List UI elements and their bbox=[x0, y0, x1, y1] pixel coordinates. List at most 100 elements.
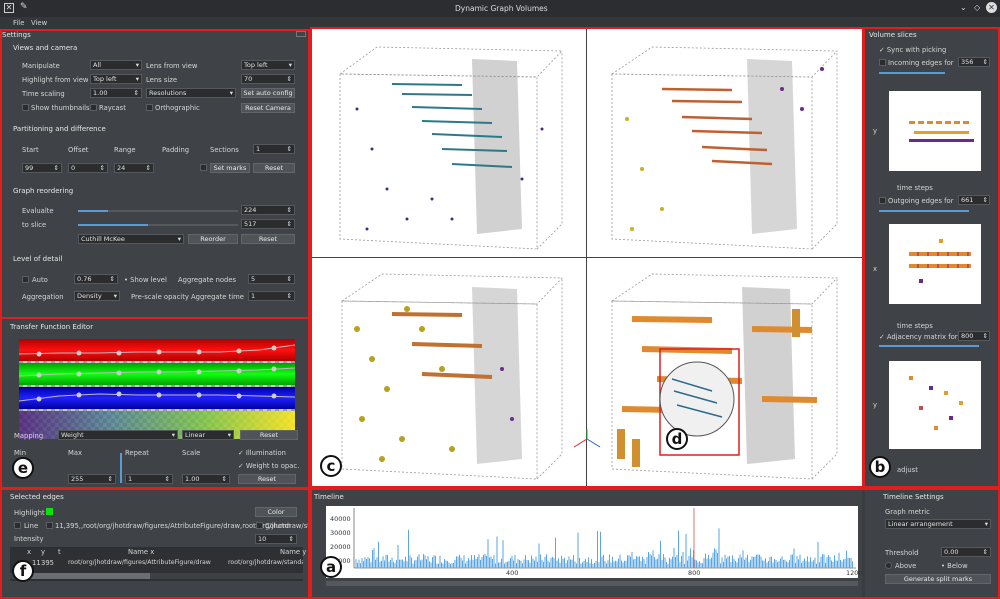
prescale-label: Pre-scale opacity bbox=[131, 293, 189, 301]
selected-edges-panel: Selected edges Highlight Color Line 11,3… bbox=[0, 489, 336, 599]
aggregation-select[interactable]: Density ▾ bbox=[74, 291, 120, 301]
padding-checkbox[interactable] bbox=[200, 164, 207, 171]
color-button[interactable]: Color bbox=[255, 507, 297, 517]
resolutions-select[interactable]: Resolutions ▾ bbox=[146, 88, 236, 98]
mapping-select[interactable]: Weight ▾ bbox=[58, 430, 178, 440]
timeline-bars[interactable] bbox=[326, 506, 858, 578]
incoming-checkbox[interactable] bbox=[879, 59, 886, 66]
scale-spin[interactable]: 1.00 ⇕ bbox=[182, 474, 230, 484]
to-slice-spin[interactable]: 517 ⇕ bbox=[241, 219, 295, 229]
auto-spin[interactable]: 0.76 ⇕ bbox=[74, 274, 118, 284]
lens-from-view-select[interactable]: Top left ▾ bbox=[241, 60, 295, 70]
repeat-spin[interactable]: 1 ⇕ bbox=[125, 474, 173, 484]
dock-buttons-icon[interactable] bbox=[296, 31, 306, 37]
column-checkbox[interactable] bbox=[256, 522, 263, 529]
offset-label: Offset bbox=[68, 146, 89, 154]
adjust-label: adjust bbox=[897, 466, 918, 474]
algorithm-select[interactable]: Cuthill McKee ▾ bbox=[78, 234, 184, 244]
xtick-400: 400 bbox=[506, 569, 519, 577]
window-title: Dynamic Graph Volumes bbox=[455, 4, 548, 13]
aggregation-label: Aggregation bbox=[22, 293, 64, 301]
views-area[interactable] bbox=[312, 29, 862, 486]
volume-views[interactable] bbox=[312, 29, 862, 486]
tf-canvas[interactable] bbox=[19, 339, 295, 439]
sections-spin[interactable]: 1 ⇕ bbox=[253, 144, 295, 154]
box-settings bbox=[0, 29, 310, 319]
time-scaling-spin[interactable]: 1.00 ⇕ bbox=[90, 88, 142, 98]
tf-reset2-button[interactable]: Reset bbox=[238, 474, 296, 484]
graph-metric-label: Graph metric bbox=[885, 508, 930, 516]
row-checkbox[interactable] bbox=[46, 522, 53, 529]
raycast-checkbox[interactable] bbox=[90, 104, 97, 111]
auto-checkbox[interactable] bbox=[22, 276, 29, 283]
close-icon[interactable]: ✕ bbox=[986, 2, 997, 13]
ytick-20000: 20000 bbox=[330, 543, 351, 551]
timeline-title: Timeline bbox=[314, 493, 344, 501]
table-scrollbar[interactable] bbox=[10, 573, 303, 579]
max-label: Max bbox=[68, 449, 83, 457]
intensity-spin[interactable]: 10 ⇕ bbox=[255, 534, 297, 544]
xtick-800: 800 bbox=[688, 569, 701, 577]
highlight-select[interactable]: Top left ▾ bbox=[90, 74, 142, 84]
edges-table[interactable]: x y t Name x Name y 11 395 root/org/jhot… bbox=[10, 547, 306, 581]
scale-type-select[interactable]: Linear ▾ bbox=[182, 430, 234, 440]
tf-reset-button[interactable]: Reset bbox=[240, 430, 298, 440]
above-radio[interactable] bbox=[885, 562, 892, 569]
manipulate-select[interactable]: All ▾ bbox=[90, 60, 142, 70]
partition-reset-button[interactable]: Reset bbox=[253, 163, 295, 173]
maximize-icon[interactable]: ◇ bbox=[974, 3, 981, 12]
menu-file[interactable]: File bbox=[13, 19, 25, 27]
outgoing-matrix[interactable] bbox=[889, 224, 981, 304]
range-label: Range bbox=[114, 146, 136, 154]
reset-camera-button[interactable]: Reset Camera bbox=[241, 103, 295, 113]
incoming-spin[interactable]: 356 ⇕ bbox=[958, 57, 990, 67]
max-spin[interactable]: 255 ⇕ bbox=[68, 474, 116, 484]
repeat-label: Repeat bbox=[125, 449, 149, 457]
app-icon: ✕ bbox=[4, 3, 14, 13]
orthographic-checkbox[interactable] bbox=[146, 104, 153, 111]
reorder-button[interactable]: Reorder bbox=[188, 234, 238, 244]
aggregate-nodes-spin[interactable]: 5 ⇕ bbox=[248, 274, 295, 284]
generate-split-marks-button[interactable]: Generate split marks bbox=[885, 574, 991, 584]
outgoing-checkbox[interactable] bbox=[879, 197, 886, 204]
manipulate-label: Manipulate bbox=[22, 62, 60, 70]
menu-bar: File View bbox=[0, 17, 1000, 29]
reorder-header: Graph reordering bbox=[13, 187, 74, 195]
minimize-icon[interactable]: ⌄ bbox=[960, 3, 967, 12]
start-spin[interactable]: 99 ⇕ bbox=[22, 163, 62, 173]
menu-view[interactable]: View bbox=[31, 19, 48, 27]
timeline-panel: Timeline 40000 30000 20000 10000 400 800… bbox=[312, 489, 863, 599]
tf-range-slider[interactable] bbox=[120, 453, 122, 483]
aggregate-nodes-label: Aggregate nodes bbox=[178, 276, 237, 284]
tf-curves[interactable] bbox=[19, 339, 295, 439]
reorder-reset-button[interactable]: Reset bbox=[241, 234, 295, 244]
show-thumbnails-label: Show thumbnails bbox=[31, 104, 90, 112]
cell-name-x: root/org/jhotdraw/figures/AttributeFigur… bbox=[68, 559, 211, 566]
set-marks-button[interactable]: Set marks bbox=[210, 163, 250, 173]
sync-label: ✓ Sync with picking bbox=[879, 46, 947, 54]
incoming-matrix[interactable] bbox=[889, 91, 981, 171]
range-spin[interactable]: 24 ⇕ bbox=[114, 163, 154, 173]
outgoing-label: Outgoing edges for bbox=[888, 197, 954, 205]
lens-size-spin[interactable]: 70 ⇕ bbox=[241, 74, 295, 84]
metric-select[interactable]: Linear arrangement ▾ bbox=[885, 519, 991, 529]
adjacency-matrix[interactable] bbox=[889, 361, 981, 449]
show-thumbnails-checkbox[interactable] bbox=[22, 104, 29, 111]
timeline-scrollbar[interactable] bbox=[326, 581, 858, 586]
aggregate-time-spin[interactable]: 1 ⇕ bbox=[248, 291, 295, 301]
adjacency-spin[interactable]: 800 ⇕ bbox=[958, 331, 990, 341]
outgoing-spin[interactable]: 661 ⇕ bbox=[958, 195, 990, 205]
set-auto-config-button[interactable]: Set auto config bbox=[241, 88, 295, 98]
row-label: 11,395,,root/org/jhotdraw/figures/Attrib… bbox=[55, 522, 337, 530]
line-checkbox[interactable] bbox=[14, 522, 21, 529]
offset-spin[interactable]: 0 ⇕ bbox=[68, 163, 108, 173]
volume-title: Volume slices bbox=[869, 31, 917, 39]
weight-to-opac-label: ✓ Weight to opac. bbox=[238, 462, 300, 470]
threshold-spin[interactable]: 0.00 ⇕ bbox=[941, 547, 991, 557]
timeline-plot[interactable]: 40000 30000 20000 10000 400 800 1200 bbox=[326, 506, 863, 578]
highlight-color-swatch[interactable] bbox=[46, 508, 53, 515]
intensity-label: Intensity bbox=[14, 535, 44, 543]
evaluate-spin[interactable]: 224 ⇕ bbox=[241, 205, 295, 215]
pin-icon[interactable]: ✎ bbox=[20, 2, 28, 12]
to-slice-slider[interactable] bbox=[78, 224, 148, 226]
